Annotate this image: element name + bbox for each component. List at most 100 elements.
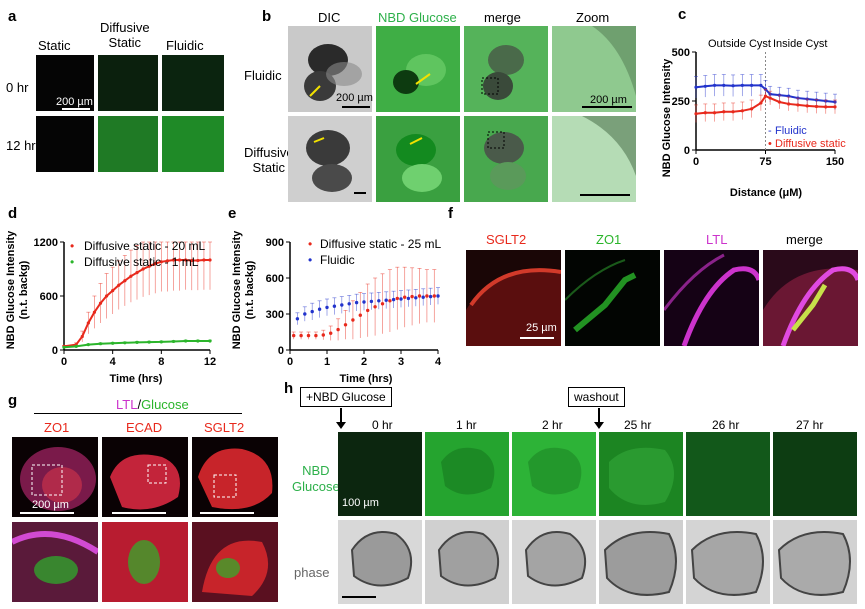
- e-plot-xtick-label: 3: [398, 356, 404, 368]
- time-label-3: 25 hr: [624, 418, 652, 432]
- col-label-zo1-g: ZO1: [44, 420, 70, 435]
- e-plot-data-point: [428, 294, 433, 299]
- col-label-static: Static: [38, 38, 71, 53]
- legend-d-red: Diffusive static - 20 mL: [84, 239, 205, 253]
- label-box-washout: washout: [568, 387, 625, 407]
- d-plot-data-point: [177, 258, 182, 262]
- d-plot-data-point: [129, 274, 133, 278]
- stain-zo1: [565, 259, 637, 333]
- d-plot-xtick-label: 12: [204, 356, 216, 368]
- g-header-ltl: LTL: [116, 397, 138, 412]
- e-plot-ytick-label: 0: [278, 345, 284, 357]
- image-sglt2-f: [466, 250, 561, 346]
- e-plot-data-point: [295, 317, 300, 321]
- image-h-phase-1hr: [425, 520, 509, 604]
- e-plot-data-point: [292, 333, 296, 338]
- image-g-zo1-zoom: [12, 522, 98, 602]
- image-h-nbd-2hr: [512, 432, 596, 516]
- image-g-sglt2: [192, 437, 278, 517]
- ylabel-c: NBD Glucose Intensity: [661, 58, 673, 177]
- image-h-phase-26hr: [686, 520, 770, 604]
- time-label-2: 2 hr: [542, 418, 563, 432]
- time-label-5: 27 hr: [796, 418, 824, 432]
- e-plot-data-point: [362, 300, 366, 304]
- image-h-nbd-0hr: [338, 432, 422, 516]
- e-plot-ytick-label: 300: [266, 309, 284, 321]
- e-plot-data-point: [351, 318, 355, 322]
- c-plot-data-point: [763, 94, 768, 98]
- image-diffusive-12hr: [98, 116, 158, 172]
- panel-letter-h: h: [284, 380, 294, 397]
- image-zoom-fluidic: [552, 26, 636, 112]
- c-plot-xtick-label: 0: [693, 156, 699, 168]
- xlabel-e: Time (hrs): [340, 373, 393, 385]
- g-header-glucose: Glucose: [141, 397, 189, 412]
- panel-letter-g: g: [8, 392, 18, 409]
- scale-bar-b2: [582, 106, 632, 108]
- d-plot-data-point: [153, 262, 157, 266]
- g-header-rule: [34, 413, 242, 414]
- d-plot-xtick-label: 4: [110, 356, 117, 368]
- legend-c-diffusive-marker: •: [768, 138, 772, 150]
- d-plot-data-point: [98, 301, 103, 305]
- col-label-ecad-g: ECAD: [126, 420, 163, 435]
- e-plot-data-point: [403, 295, 407, 299]
- time-label-0: 0 hr: [372, 418, 393, 432]
- e-plot-data-point: [306, 333, 311, 338]
- d-plot-data-point: [141, 267, 145, 271]
- time-label-1: 1 hr: [456, 418, 477, 432]
- image-fluidic-12hr: [162, 116, 224, 172]
- organoid-nbd-diffusive: [396, 134, 442, 192]
- col-label-dic: DIC: [318, 10, 341, 25]
- c-plot-data-point: [712, 83, 717, 87]
- e-plot-xtick-label: 4: [435, 356, 442, 368]
- row-label-diffusive-static: Diffusive Static: [244, 145, 294, 175]
- organoid-h-phase-2hr: [524, 531, 586, 587]
- stain-g-sglt2-zoom: [202, 540, 269, 596]
- c-plot-data-point: [768, 96, 772, 100]
- image-h-nbd-25hr: [599, 432, 683, 516]
- e-plot-ytick-label: 900: [266, 237, 284, 249]
- d-plot-data-point: [80, 334, 84, 339]
- c-plot-data-point: [796, 103, 800, 107]
- e-plot-data-point: [436, 294, 440, 298]
- d-plot-data-point: [184, 339, 188, 343]
- image-static-12hr: [36, 116, 94, 172]
- e-plot-data-point: [310, 309, 314, 314]
- legend-d-marker-red: •: [70, 239, 74, 253]
- e-plot-data-point: [340, 303, 344, 307]
- ylabel-e-line1: NBD Glucose Intensity: [231, 230, 243, 349]
- e-plot-data-point: [366, 308, 370, 313]
- d-plot-data-point: [135, 340, 139, 344]
- c-plot-xtick-label: 150: [826, 156, 844, 168]
- c-plot-data-point: [703, 84, 707, 88]
- scale-bar-b3: [580, 194, 630, 196]
- e-plot-data-point: [358, 313, 362, 317]
- image-diffusive-0hr: [98, 55, 158, 111]
- d-plot-data-point: [86, 321, 90, 325]
- e-plot-data-point: [410, 294, 414, 299]
- c-plot-ytick-label: 0: [684, 145, 690, 157]
- image-zoom-diffusive: [552, 116, 636, 202]
- d-plot-data-point: [208, 339, 212, 343]
- d-plot-ytick-label: 0: [52, 345, 58, 357]
- e-plot-data-point: [299, 333, 303, 338]
- organoid-h-phase-25hr: [603, 531, 677, 596]
- e-plot-data-point: [314, 333, 318, 338]
- col-label-fluidic: Fluidic: [166, 38, 204, 53]
- chart-c: Outside Cyst Inside Cyst 0 75 150 0 250 500 N…: [661, 38, 846, 199]
- ylabel-e-line2: (n.t. backg): [244, 260, 256, 319]
- row-label-12hr: 12 hr: [6, 138, 36, 153]
- c-plot-data-point: [750, 83, 754, 87]
- c-plot-ytick-label: 250: [672, 96, 690, 108]
- ylabel-d-line1: NBD Glucose Intensity: [5, 230, 17, 349]
- d-plot-data-point: [171, 339, 176, 344]
- organoid-h-nbd-1hr: [441, 447, 495, 495]
- c-plot-data-point: [750, 107, 754, 111]
- arrow-down-nbd-icon: [336, 408, 346, 429]
- g-header-slash: /: [137, 397, 142, 412]
- d-plot-data-point: [98, 342, 103, 346]
- d-plot-data-point: [190, 258, 194, 263]
- c-plot-data-point: [694, 85, 698, 89]
- e-plot-data-point: [325, 305, 329, 310]
